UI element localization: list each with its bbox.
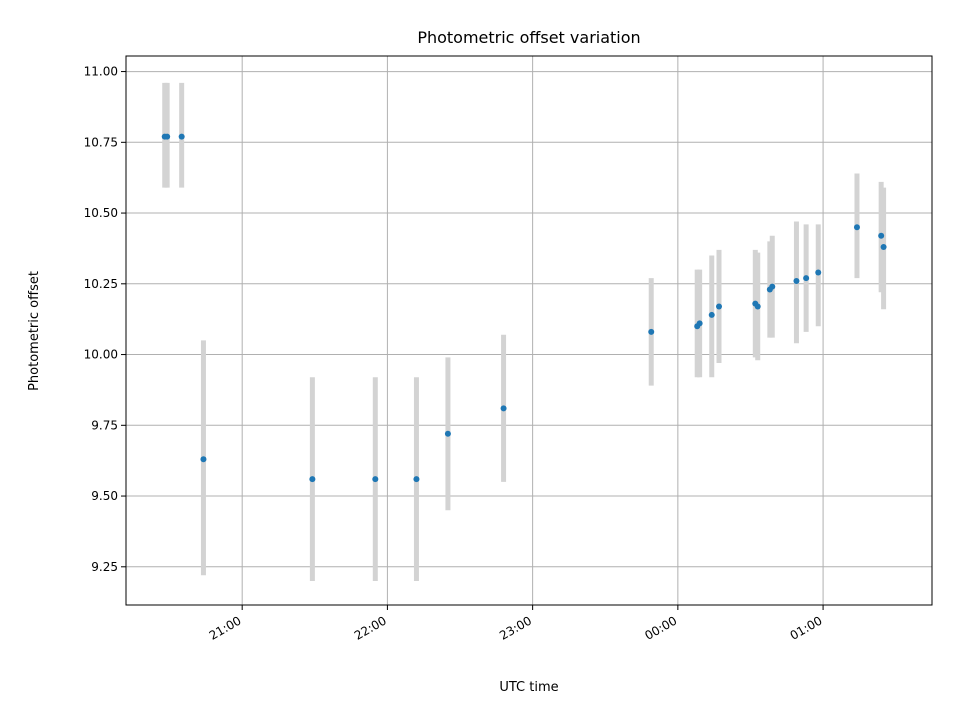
data-point (178, 133, 185, 140)
data-point (803, 275, 810, 282)
data-point (372, 476, 379, 483)
y-tick-label: 9.25 (91, 560, 118, 574)
data-point (793, 277, 800, 284)
data-point (878, 232, 885, 239)
data-point (853, 224, 860, 231)
data-point (769, 283, 776, 290)
data-point (500, 405, 507, 412)
data-point (648, 328, 655, 335)
y-tick-label: 10.00 (84, 348, 118, 362)
x-axis-label: UTC time (499, 680, 558, 695)
data-point (716, 303, 723, 310)
data-point (309, 476, 316, 483)
y-tick-label: 11.00 (84, 65, 118, 79)
y-tick-label: 10.25 (84, 277, 118, 291)
data-point (413, 476, 420, 483)
y-axis-label: Photometric offset (27, 271, 42, 391)
y-tick-label: 9.50 (91, 489, 118, 503)
y-tick-label: 9.75 (91, 418, 118, 432)
y-tick-label: 10.75 (84, 135, 118, 149)
data-point (696, 320, 703, 327)
data-point (754, 303, 761, 310)
data-point (164, 133, 171, 140)
y-tick-label: 10.50 (84, 206, 118, 220)
y-axis-ticks: 9.25 9.50 9.75 10.00 10.25 10.50 10.75 11.00 (84, 65, 126, 574)
chart-title: Photometric offset variation (417, 28, 640, 47)
data-point (708, 311, 715, 318)
plot-frame (125, 55, 933, 606)
data-point (200, 456, 207, 463)
data-point (815, 269, 822, 276)
data-point (444, 430, 451, 437)
data-points (161, 133, 887, 483)
data-point (880, 244, 887, 251)
